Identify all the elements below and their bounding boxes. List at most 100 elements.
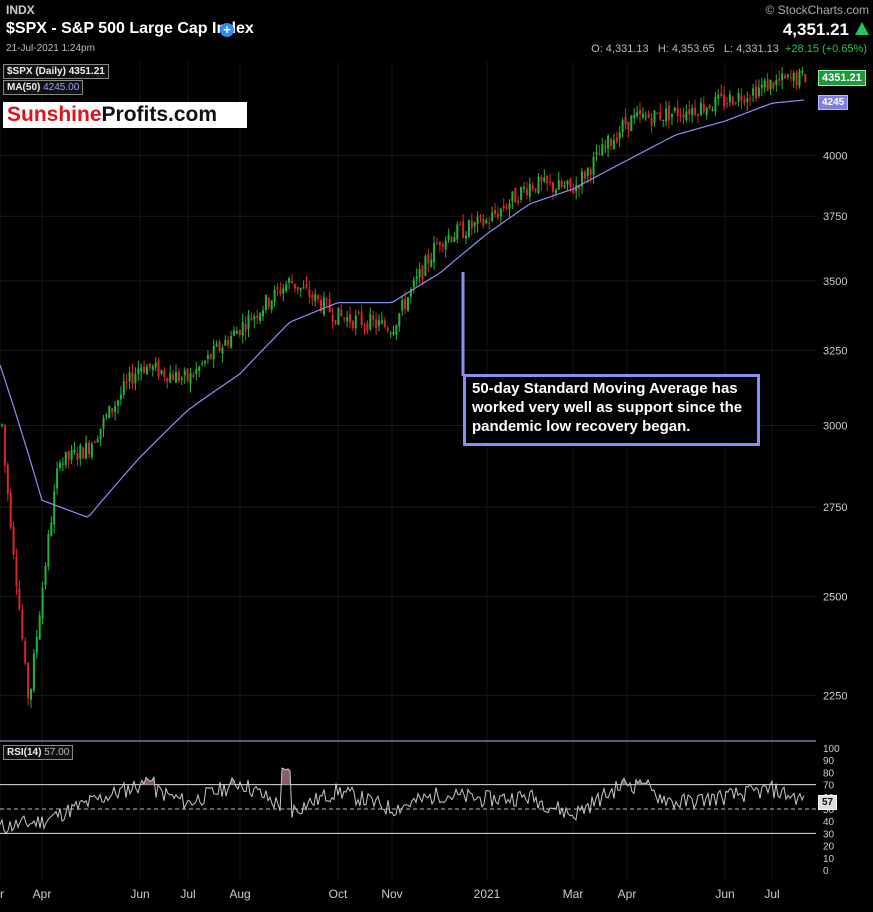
rsi-axis: 0102030405060708090100 (823, 744, 840, 877)
chart-datetime: 21-Jul-2021 1:24pm (6, 43, 95, 54)
candle-body (293, 283, 296, 289)
candle-body (351, 321, 354, 329)
candle-body (282, 288, 285, 294)
candle-body (517, 200, 520, 203)
rsi-tick-label: 0 (823, 866, 829, 877)
candle-body (540, 177, 543, 182)
candle-body (676, 107, 679, 117)
price-tick-label: 3750 (823, 211, 847, 223)
x-tick-label: Jul (764, 887, 779, 901)
candle-body (665, 108, 668, 122)
candle-body (572, 189, 575, 194)
candle-body (491, 212, 494, 222)
candle-body (563, 185, 566, 188)
candle-body (177, 371, 180, 381)
candle-body (264, 295, 267, 311)
candle-body (1, 424, 3, 426)
candle-body (711, 109, 714, 111)
candle-body (656, 112, 659, 114)
candle-body (685, 111, 688, 120)
candle-body (18, 588, 21, 610)
x-tick-label: Jul (180, 887, 195, 901)
candle-body (415, 276, 418, 280)
candle-body (143, 366, 146, 373)
candle-body (798, 70, 801, 87)
add-plus-icon[interactable]: + (220, 23, 234, 37)
candle-body (438, 242, 441, 246)
price-legend: $SPX (Daily) 4351.21 (3, 64, 109, 79)
candle-body (76, 453, 79, 460)
candle-body (691, 107, 694, 116)
rsi-line (0, 767, 805, 835)
candle-body (30, 688, 32, 700)
candle-body (334, 320, 337, 324)
candle-body (183, 370, 186, 376)
candle-body (763, 80, 766, 88)
candle-body (485, 220, 488, 223)
candle-body (148, 363, 151, 368)
candle-body (534, 188, 537, 192)
candle-body (169, 373, 172, 383)
candle-body (467, 220, 470, 237)
candle-body (760, 84, 763, 88)
candle-body (557, 180, 560, 190)
candle-body (305, 284, 308, 288)
candle-body (581, 171, 583, 187)
price-tick-label: 3250 (823, 345, 847, 357)
candle-body (230, 335, 233, 348)
rsi-grid (0, 784, 816, 834)
ohlc-readout: O: 4,331.13 H: 4,353.65 L: 4,331.13 +28.… (591, 43, 867, 55)
candle-body (195, 369, 198, 374)
candle-body (569, 178, 572, 187)
candle-body (641, 113, 644, 118)
candle-body (586, 168, 589, 176)
candles-group (1, 66, 807, 708)
candle-body (38, 615, 41, 640)
candle-body (404, 299, 407, 309)
candle-body (50, 522, 53, 536)
candle-body (552, 182, 554, 192)
x-tick-label: Oct (329, 887, 348, 901)
candle-body (285, 284, 288, 291)
candle-body (659, 111, 662, 120)
candle-body (543, 177, 546, 182)
candle-body (146, 366, 148, 375)
candle-body (227, 340, 230, 346)
candle-body (726, 103, 728, 105)
candle-body (424, 256, 427, 277)
x-tick-label: 2021 (474, 887, 501, 901)
candle-body (462, 221, 465, 238)
candle-body (789, 77, 792, 79)
candle-body (392, 331, 395, 335)
candle-body (694, 107, 697, 115)
candle-body (366, 323, 369, 332)
candle-body (61, 463, 64, 465)
candle-body (494, 210, 496, 215)
candle-body (360, 312, 363, 325)
logo-part2: Profits.com (101, 103, 218, 126)
candle-body (105, 415, 108, 417)
candle-body (444, 240, 447, 250)
candle-body (804, 73, 807, 83)
candle-body (499, 208, 502, 217)
candle-body (398, 313, 401, 327)
candle-body (276, 286, 279, 290)
candle-body (343, 317, 346, 319)
candle-body (450, 236, 453, 242)
ma-legend: MA(50) 4245.00 (3, 80, 84, 95)
candle-body (137, 368, 140, 374)
candle-body (508, 203, 511, 209)
candle-body (731, 97, 734, 106)
candle-body (117, 400, 119, 406)
candle-body (122, 381, 125, 395)
candle-body (27, 663, 30, 699)
rsi-tick-label: 10 (823, 854, 835, 865)
candle-body (59, 462, 61, 469)
candle-body (717, 94, 720, 99)
candle-body (662, 119, 665, 122)
candle-body (346, 317, 349, 322)
candle-body (801, 70, 804, 73)
candle-body (688, 109, 691, 115)
candle-body (560, 180, 563, 188)
